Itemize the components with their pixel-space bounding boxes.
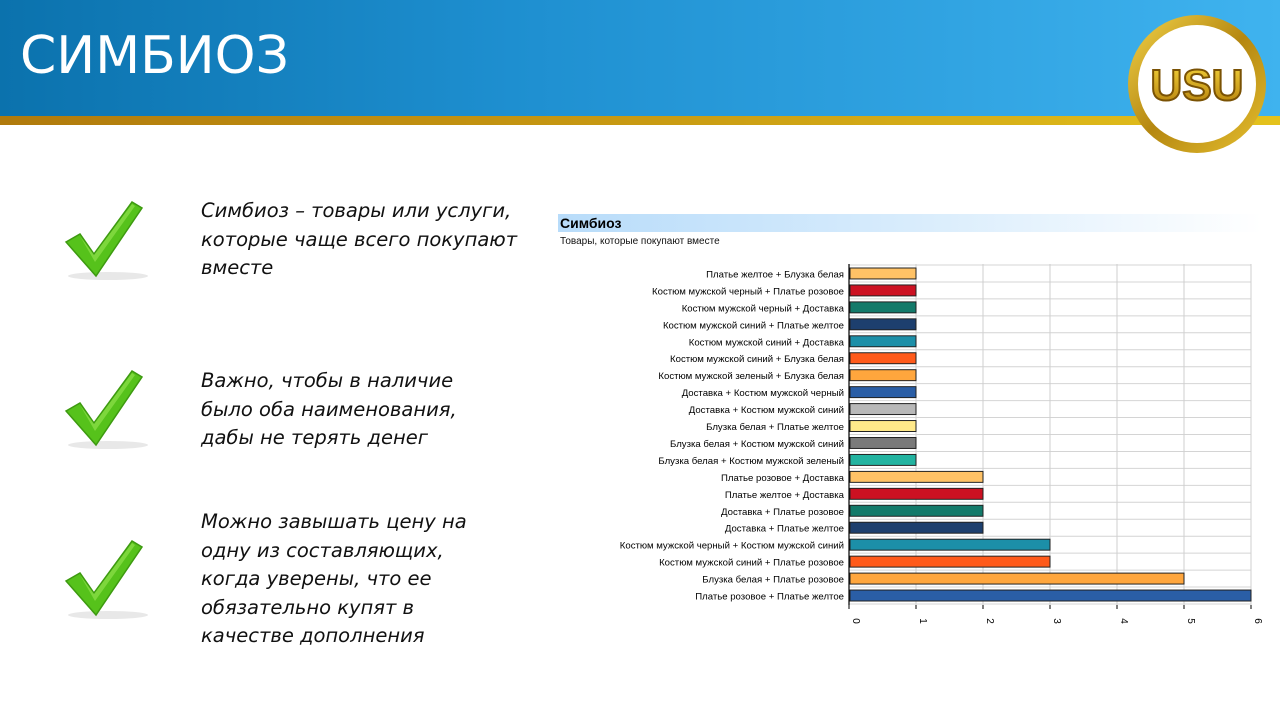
bar — [849, 352, 917, 365]
category-label: Доставка + Платье желтое — [725, 524, 844, 535]
slide-header — [0, 0, 1280, 116]
category-label: Доставка + Костюм мужской черный — [682, 388, 844, 399]
category-label: Костюм мужской черный + Костюм мужской с… — [620, 541, 844, 552]
bullet-line: Можно завышать цену на — [201, 510, 467, 533]
category-label: Доставка + Платье розовое — [721, 507, 844, 518]
bullet-text: Можно завышать цену на одну из составляю… — [201, 508, 467, 651]
category-label: Блузка белая + Платье желтое — [706, 422, 844, 433]
bar — [849, 318, 917, 331]
bar — [849, 386, 917, 399]
x-tick-label: 4 — [1118, 618, 1129, 624]
symbiosis-chart: Симбиоз Товары, которые покупают вместе … — [558, 212, 1264, 652]
bar — [849, 487, 984, 500]
category-label: Костюм мужской синий + Блузка белая — [670, 354, 844, 365]
bar — [849, 403, 917, 416]
bar — [849, 470, 984, 483]
category-label: Платье розовое + Доставка — [721, 473, 845, 484]
category-label: Костюм мужской черный + Платье розовое — [652, 286, 844, 297]
checkmark-icon — [64, 370, 148, 449]
bullet-text: Симбиоз – товары или услуги, которые чащ… — [201, 197, 517, 283]
x-tick-label: 5 — [1185, 618, 1196, 624]
bar — [849, 335, 917, 348]
bar — [849, 284, 917, 297]
category-label: Платье розовое + Платье желтое — [695, 592, 844, 603]
x-tick-label: 1 — [917, 618, 928, 624]
checkmark-icon — [64, 201, 148, 280]
category-label: Костюм мужской зеленый + Блузка белая — [658, 371, 844, 382]
bullet-line: дабы не терять денег — [201, 426, 428, 449]
bullet-line: качестве дополнения — [201, 624, 425, 647]
chart-title-bar — [558, 214, 1262, 232]
category-label: Костюм мужской черный + Доставка — [682, 303, 845, 314]
bar — [849, 504, 984, 517]
bar — [849, 453, 917, 466]
x-tick-label: 0 — [850, 618, 861, 624]
bar — [849, 538, 1051, 551]
category-label: Костюм мужской синий + Платье розовое — [659, 558, 844, 569]
bullet-line: одну из составляющих, — [201, 538, 444, 562]
category-label: Костюм мужской синий + Доставка — [689, 337, 845, 348]
x-tick-label: 2 — [984, 618, 995, 624]
x-tick-label: 3 — [1051, 618, 1062, 624]
bar — [849, 589, 1252, 602]
category-label: Платье желтое + Доставка — [725, 490, 845, 501]
category-label: Платье желтое + Блузка белая — [706, 269, 844, 280]
bar — [849, 437, 917, 449]
x-tick-label: 6 — [1252, 618, 1263, 624]
chart-plot: 0 1 2 3 4 5 6 Платье желтое + Блузка белая Костю… — [620, 264, 1263, 624]
category-label: Костюм мужской синий + Платье желтое — [663, 320, 844, 331]
bullet-line: когда уверены, что ее — [201, 567, 432, 590]
bar — [849, 555, 1051, 568]
bullet-text: Важно, чтобы в наличие было оба наименов… — [201, 367, 457, 453]
category-label: Доставка + Костюм мужской синий — [689, 405, 844, 416]
bar — [849, 369, 917, 382]
checkmark-icon — [64, 540, 148, 619]
usu-logo: USU — [1128, 15, 1266, 153]
bar — [849, 521, 984, 534]
bar — [849, 572, 1185, 585]
slide-title: СИМБИОЗ — [20, 26, 289, 86]
chart-title: Симбиоз — [560, 215, 622, 231]
category-label: Блузка белая + Платье розовое — [702, 575, 844, 586]
bar — [849, 420, 917, 433]
chart-subtitle: Товары, которые покупают вместе — [560, 236, 720, 247]
logo-text: USU — [1151, 61, 1244, 110]
category-label: Блузка белая + Костюм мужской синий — [670, 439, 844, 450]
bullet-line: Симбиоз – товары или услуги, — [201, 199, 512, 222]
category-label: Блузка белая + Костюм мужской зеленый — [658, 456, 844, 467]
bar — [849, 267, 917, 280]
bar — [849, 301, 917, 314]
bullet-line: которые чаще всего покупают — [201, 227, 518, 251]
bullet-line: вместе — [201, 256, 274, 279]
header-stripe — [0, 116, 1280, 125]
bullet-line: было оба наименования, — [201, 397, 457, 421]
bullet-line: обязательно купят в — [201, 595, 415, 619]
bullet-line: Важно, чтобы в наличие — [201, 369, 454, 392]
